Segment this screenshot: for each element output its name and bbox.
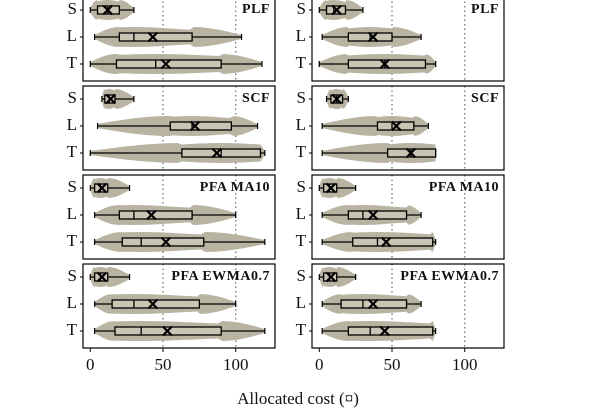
category-label: S <box>68 88 77 107</box>
panel: SLT SCF <box>67 85 276 171</box>
mean-marker <box>325 182 337 194</box>
category-label: S <box>68 177 77 196</box>
box <box>352 237 434 247</box>
category-label: L <box>67 26 77 45</box>
category-label: T <box>67 53 78 72</box>
panel-frame <box>82 85 276 171</box>
box <box>118 210 193 220</box>
panel: SLT PLF <box>67 0 276 82</box>
category-label: L <box>67 204 77 223</box>
panel-title: SCF <box>471 91 499 106</box>
box <box>347 326 434 336</box>
mean-marker <box>160 236 172 248</box>
x-tick-label: 0 <box>86 355 95 374</box>
category-label: T <box>67 142 78 161</box>
box <box>347 59 427 69</box>
mean-marker <box>160 58 172 70</box>
panel-title: PFA MA10 <box>200 180 270 195</box>
category-label: T <box>296 231 307 250</box>
category-label: T <box>296 53 307 72</box>
panel-title: PFA EWMA0.7 <box>400 269 499 284</box>
category-label: T <box>296 142 307 161</box>
panel: SLT PFA EWMA0.7 0 50 100 <box>296 263 505 374</box>
panel: SLT PLF <box>296 0 505 82</box>
panel-frame <box>311 0 505 82</box>
category-label: S <box>297 88 306 107</box>
mean-marker <box>147 298 159 310</box>
panel-frame <box>311 263 505 349</box>
category-label: S <box>297 177 306 196</box>
panel: SLT SCF <box>296 85 505 171</box>
panel-title: PFA EWMA0.7 <box>171 269 270 284</box>
mean-marker <box>162 325 173 337</box>
category-label: L <box>296 204 306 223</box>
box <box>169 121 233 131</box>
panel: SLT PFA MA10 <box>296 174 505 260</box>
category-label: S <box>68 266 77 285</box>
x-axis-label: Allocated cost (¤) <box>237 389 359 408</box>
mean-marker <box>331 93 343 105</box>
category-label: L <box>296 115 306 134</box>
x-tick-label: 100 <box>223 355 249 374</box>
x-tick-label: 0 <box>315 355 324 374</box>
panel-frame <box>82 263 276 349</box>
panel: SLT PFA MA10 <box>67 174 276 260</box>
mean-marker <box>96 271 108 283</box>
panel-frame <box>82 174 276 260</box>
category-label: T <box>67 231 78 250</box>
panel-title: PLF <box>471 2 499 17</box>
mean-marker <box>102 4 114 16</box>
box <box>347 210 408 220</box>
panel-frame <box>311 174 505 260</box>
mean-marker <box>147 31 159 43</box>
panel-frame <box>82 0 276 82</box>
mean-marker <box>105 93 116 105</box>
mean-marker <box>367 31 379 43</box>
category-label: S <box>297 0 306 18</box>
panel: SLT PFA EWMA0.7 0 50 100 <box>67 263 276 374</box>
panel-title: SCF <box>242 91 270 106</box>
category-label: S <box>68 0 77 18</box>
category-label: L <box>67 293 77 312</box>
mean-marker <box>367 298 379 310</box>
category-label: L <box>67 115 77 134</box>
x-tick-label: 50 <box>155 355 172 374</box>
panel-title: PLF <box>242 2 270 17</box>
x-tick-label: 50 <box>384 355 401 374</box>
x-tick-label: 100 <box>452 355 478 374</box>
mean-marker <box>380 236 392 248</box>
category-label: L <box>296 26 306 45</box>
mean-marker <box>211 147 223 159</box>
category-label: S <box>297 266 306 285</box>
category-label: T <box>296 320 307 339</box>
mean-marker <box>379 58 391 70</box>
mean-marker <box>325 271 337 283</box>
mean-marker <box>331 4 343 16</box>
panel-frame <box>311 85 505 171</box>
mean-marker <box>391 120 402 132</box>
mean-marker <box>96 182 108 194</box>
mean-marker <box>189 120 201 132</box>
mean-marker <box>367 209 379 221</box>
mean-marker <box>379 325 391 337</box>
panel-title: PFA MA10 <box>429 180 499 195</box>
category-label: T <box>67 320 78 339</box>
mean-marker <box>146 209 157 221</box>
category-label: L <box>296 293 306 312</box>
mean-marker <box>405 147 417 159</box>
